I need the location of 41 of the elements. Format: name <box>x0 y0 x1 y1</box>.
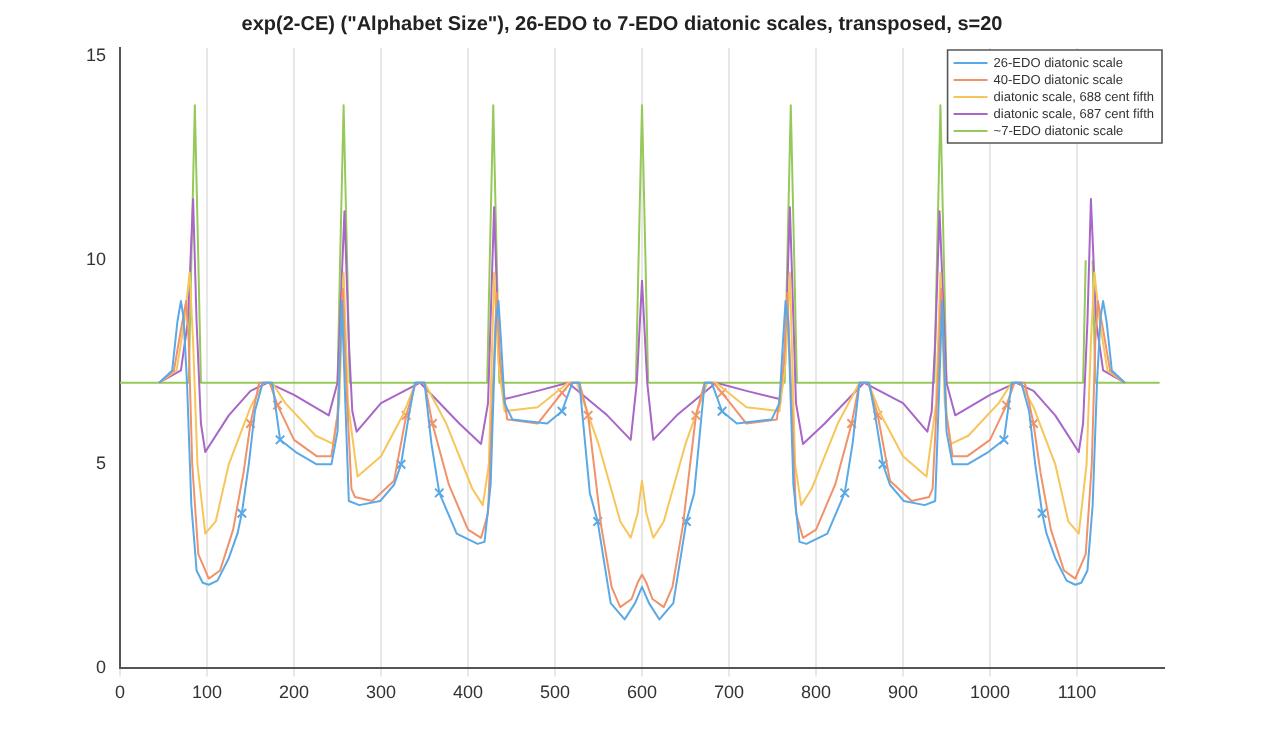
point <box>1001 399 1012 411</box>
point <box>236 508 248 519</box>
point <box>839 487 850 499</box>
point <box>716 387 728 399</box>
x-tick-label: 100 <box>191 682 223 703</box>
y-tick-label: 10 <box>85 249 107 270</box>
point <box>582 410 594 421</box>
point <box>1028 418 1039 429</box>
x-tick-label: 1000 <box>969 682 1011 703</box>
point <box>998 434 1010 446</box>
point <box>1036 508 1048 519</box>
point <box>592 516 603 527</box>
x-tick-label: 400 <box>452 682 484 703</box>
x-tick-label: 900 <box>887 682 919 703</box>
point <box>846 418 857 429</box>
x-tick-label: 300 <box>365 682 397 703</box>
x-tick-label: 0 <box>115 682 126 703</box>
point <box>556 387 568 399</box>
point <box>872 410 884 421</box>
point <box>434 487 445 499</box>
x-tick-label: 500 <box>539 682 571 703</box>
point <box>427 418 438 429</box>
point <box>274 434 286 446</box>
point <box>401 410 412 421</box>
point <box>272 399 283 411</box>
x-tick-label: 800 <box>800 682 832 703</box>
x-tick-label: 200 <box>278 682 310 703</box>
point <box>556 406 568 417</box>
point <box>245 418 256 429</box>
chart-title: exp(2-CE) ("Alphabet Size"), 26-EDO to 7-EDO diatonic scales, transposed, s=20 <box>241 13 1004 36</box>
x-tick-label: 600 <box>626 682 658 703</box>
y-tick-label: 5 <box>95 453 107 474</box>
x-tick-label: 1100 <box>1057 682 1097 703</box>
x-tick-label: 700 <box>713 682 745 703</box>
point <box>395 459 407 470</box>
point <box>716 406 728 417</box>
point <box>877 459 889 470</box>
y-tick-label: 0 <box>95 657 107 678</box>
point <box>690 410 702 421</box>
point <box>681 516 692 527</box>
y-tick-label: 15 <box>85 45 107 66</box>
